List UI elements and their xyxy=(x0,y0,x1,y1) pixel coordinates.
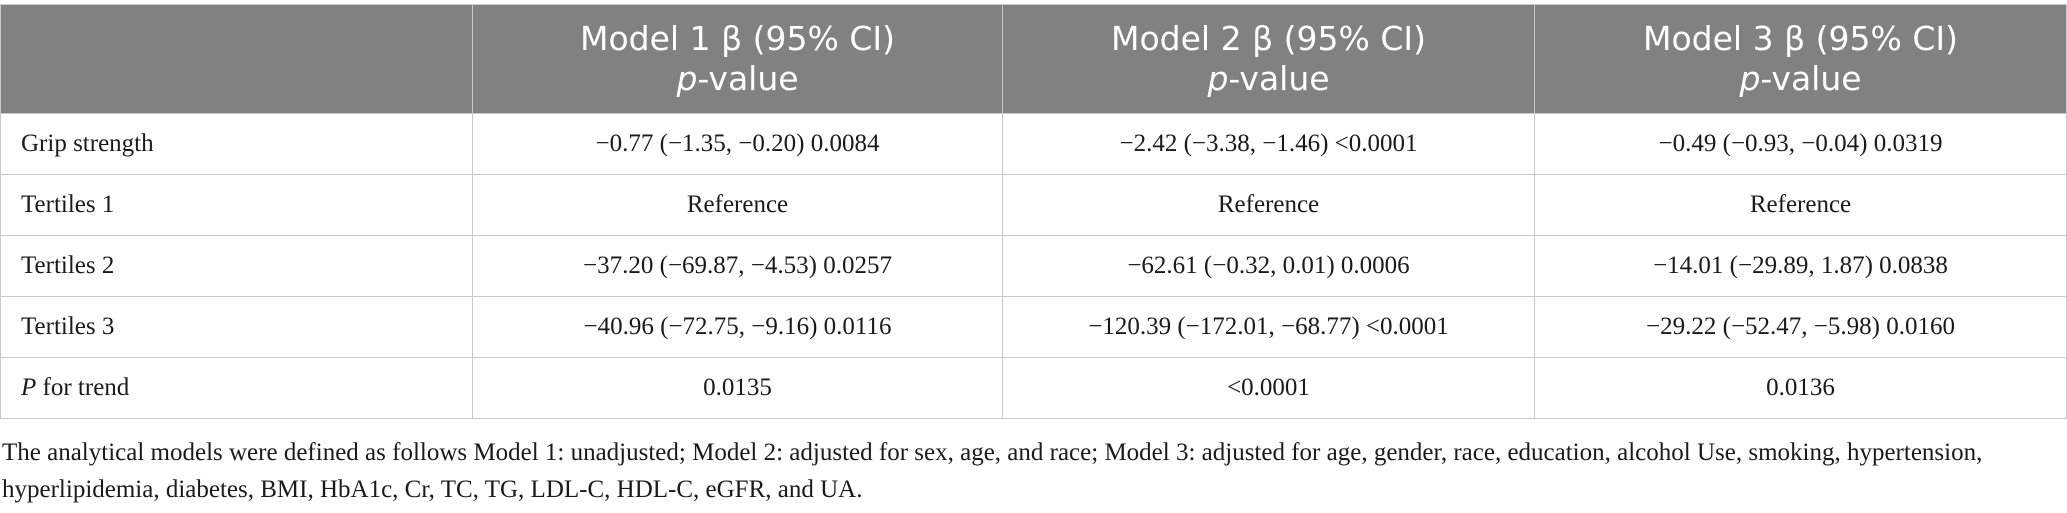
cell-model-2: −120.39 (−172.01, −68.77) <0.0001 xyxy=(1002,296,1535,358)
header-stub-cell xyxy=(0,4,473,114)
cell-model-2: −62.61 (−0.32, 0.01) 0.0006 xyxy=(1002,235,1535,297)
table-footnote: The analytical models were defined as fo… xyxy=(2,439,1983,503)
header-model-3: Model 3 β (95% CI) p-value xyxy=(1534,4,2067,114)
cell-model-3: −29.22 (−52.47, −5.98) 0.0160 xyxy=(1534,296,2067,358)
row-label: Tertiles 3 xyxy=(0,296,473,358)
cell-model-3: 0.0136 xyxy=(1534,357,2067,419)
header-pvalue-label: p-value xyxy=(473,59,1002,99)
header-pvalue-italic: p xyxy=(1207,59,1229,98)
header-model-2: Model 2 β (95% CI) p-value xyxy=(1002,4,1535,114)
results-table: Model 1 β (95% CI) p-value Model 2 β (95… xyxy=(0,4,2067,419)
row-label-text: Tertiles 2 xyxy=(21,252,115,279)
cell-model-2: −2.42 (−3.38, −1.46) <0.0001 xyxy=(1002,113,1535,175)
header-model-label: Model 3 β (95% CI) xyxy=(1643,19,1958,58)
header-pvalue-italic: p xyxy=(1739,59,1761,98)
header-model-label: Model 1 β (95% CI) xyxy=(580,19,895,58)
header-model-1: Model 1 β (95% CI) p-value xyxy=(472,4,1003,114)
table-row-tertiles-2: Tertiles 2 −37.20 (−69.87, −4.53) 0.0257… xyxy=(0,235,2067,297)
cell-model-2: <0.0001 xyxy=(1002,357,1535,419)
cell-model-1: 0.0135 xyxy=(472,357,1003,419)
cell-model-1: −37.20 (−69.87, −4.53) 0.0257 xyxy=(472,235,1003,297)
header-pvalue-rest: -value xyxy=(1760,59,1862,98)
row-label-text: Grip strength xyxy=(21,130,154,157)
row-label: Tertiles 2 xyxy=(0,235,473,297)
table-row-p-for-trend: P for trend 0.0135 <0.0001 0.0136 xyxy=(0,357,2067,419)
row-label-text: for trend xyxy=(36,374,130,401)
row-label: P for trend xyxy=(0,357,473,419)
table-row-tertiles-1: Tertiles 1 Reference Reference Reference xyxy=(0,174,2067,236)
header-row: Model 1 β (95% CI) p-value Model 2 β (95… xyxy=(0,4,2067,114)
cell-model-3: −14.01 (−29.89, 1.87) 0.0838 xyxy=(1534,235,2067,297)
header-pvalue-rest: -value xyxy=(697,59,799,98)
cell-model-3: Reference xyxy=(1534,174,2067,236)
row-label: Tertiles 1 xyxy=(0,174,473,236)
table-row-tertiles-3: Tertiles 3 −40.96 (−72.75, −9.16) 0.0116… xyxy=(0,296,2067,358)
row-label-text: Tertiles 1 xyxy=(21,191,115,218)
row-label-italic: P xyxy=(21,374,37,401)
row-label-text: Tertiles 3 xyxy=(21,313,115,340)
cell-model-1: Reference xyxy=(472,174,1003,236)
header-model-label: Model 2 β (95% CI) xyxy=(1111,19,1426,58)
cell-model-2: Reference xyxy=(1002,174,1535,236)
header-pvalue-label: p-value xyxy=(1535,59,2066,99)
row-label: Grip strength xyxy=(0,113,473,175)
cell-model-1: −40.96 (−72.75, −9.16) 0.0116 xyxy=(472,296,1003,358)
header-pvalue-italic: p xyxy=(676,59,698,98)
cell-model-3: −0.49 (−0.93, −0.04) 0.0319 xyxy=(1534,113,2067,175)
cell-model-1: −0.77 (−1.35, −0.20) 0.0084 xyxy=(472,113,1003,175)
header-pvalue-label: p-value xyxy=(1003,59,1534,99)
table-row-grip-strength: Grip strength −0.77 (−1.35, −0.20) 0.008… xyxy=(0,113,2067,175)
header-pvalue-rest: -value xyxy=(1228,59,1330,98)
